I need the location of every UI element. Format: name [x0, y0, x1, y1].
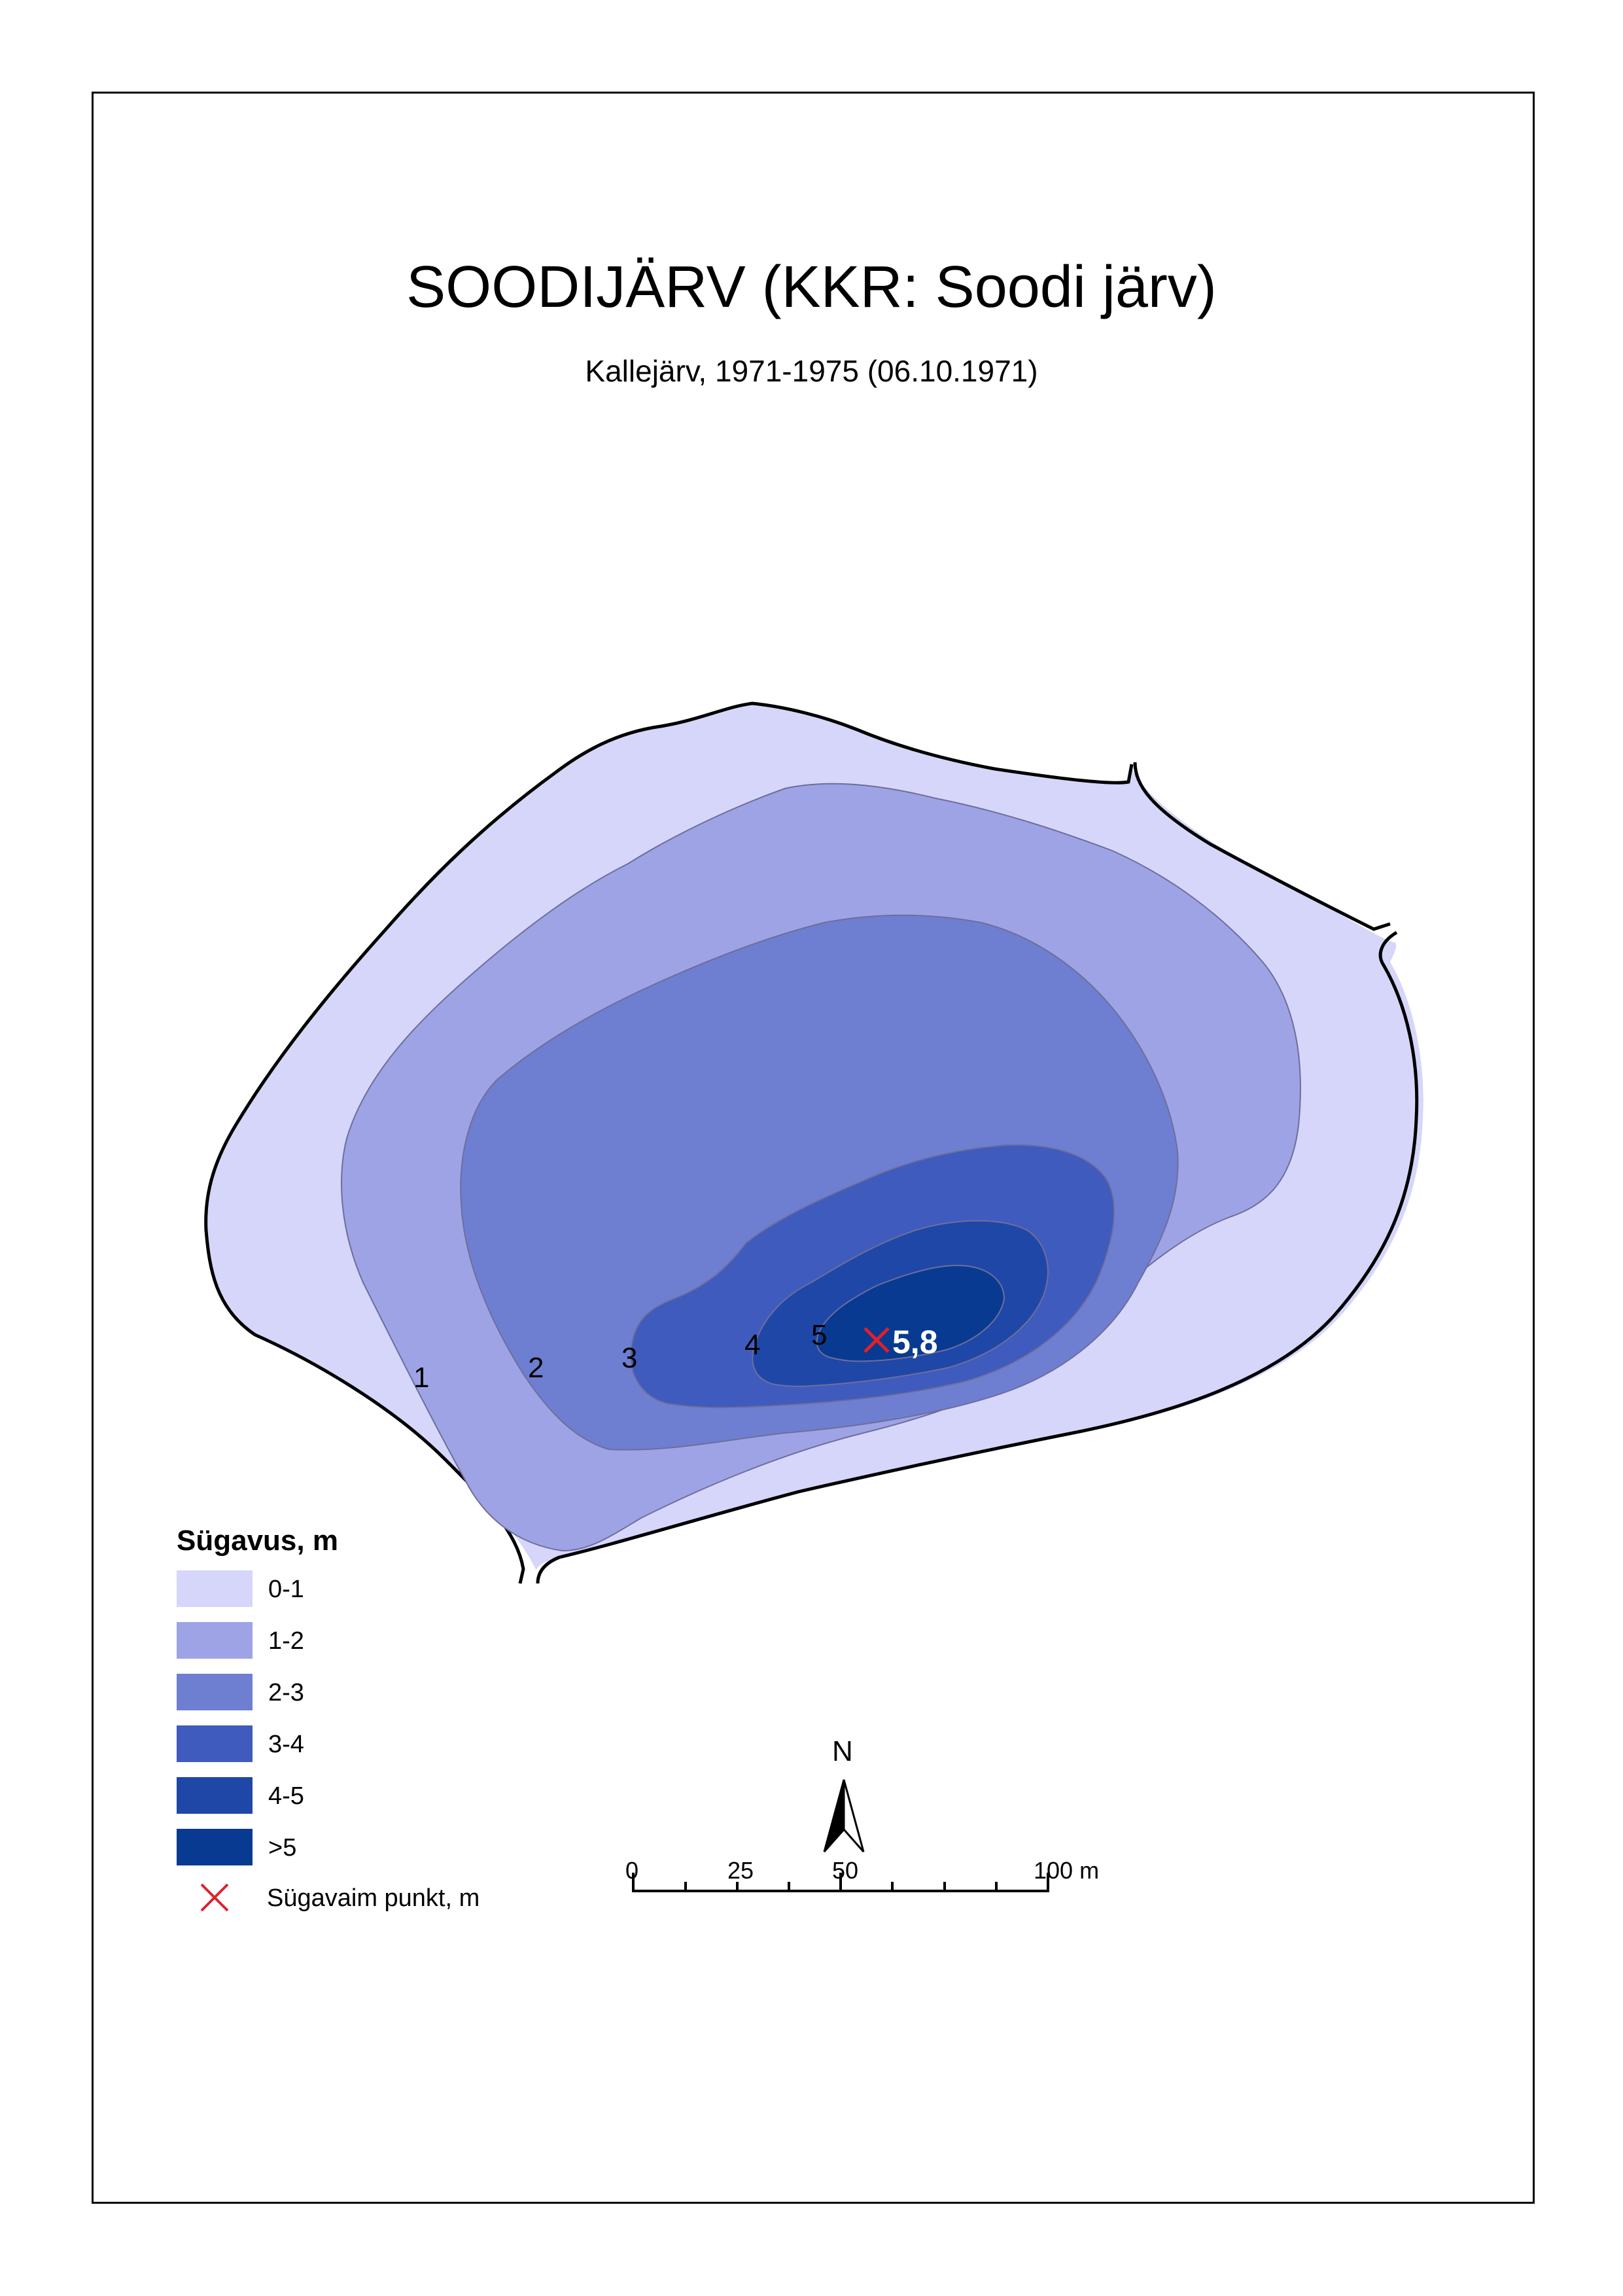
red-cross-icon	[200, 1883, 229, 1912]
svg-text:5,8: 5,8	[892, 1324, 938, 1360]
legend-label-deepest: Sügavaim punkt, m	[267, 1884, 480, 1912]
contour-label-5: 5	[811, 1319, 827, 1351]
legend-swatch	[177, 1725, 253, 1762]
legend-title: Sügavus, m	[177, 1525, 338, 1557]
shoreline	[204, 701, 1134, 1584]
legend-label: 0-1	[268, 1576, 304, 1603]
north-label: N	[832, 1735, 853, 1767]
scale-label: 50	[832, 1857, 859, 1884]
contour-label-3: 3	[621, 1342, 637, 1374]
legend-swatch	[177, 1674, 253, 1710]
north-arrow-icon	[823, 1779, 865, 1852]
scale-label: 25	[727, 1857, 754, 1884]
scale-label: 100 m	[1034, 1857, 1100, 1884]
legend-swatch	[177, 1829, 253, 1865]
contour-label-2: 2	[528, 1352, 544, 1384]
legend-label: 3-4	[268, 1731, 304, 1758]
shoreline-east	[1133, 762, 1391, 931]
legend-swatch	[177, 1570, 253, 1607]
shoreline-southeast	[536, 930, 1419, 1584]
map-title: SOODIJÄRV (KKR: Soodi järv)	[406, 255, 1217, 320]
contour-label-group: 1 2 3 4 5	[413, 1319, 827, 1394]
legend-label: >5	[268, 1834, 297, 1862]
contour-label-4: 4	[744, 1329, 760, 1361]
deepest-point-marker: 5,8	[864, 1324, 938, 1360]
map-subtitle: Kallejärv, 1971-1975 (06.10.1971)	[585, 354, 1038, 388]
legend-label: 1-2	[268, 1627, 304, 1655]
scale-bar	[632, 1873, 1049, 1892]
legend-swatch	[177, 1777, 253, 1814]
legend-swatch	[177, 1622, 253, 1659]
scale-label: 0	[625, 1857, 639, 1884]
legend-label: 2-3	[268, 1679, 304, 1706]
map-frame	[92, 92, 1535, 2204]
contour-label-1: 1	[413, 1362, 429, 1394]
legend-label: 4-5	[268, 1782, 304, 1810]
